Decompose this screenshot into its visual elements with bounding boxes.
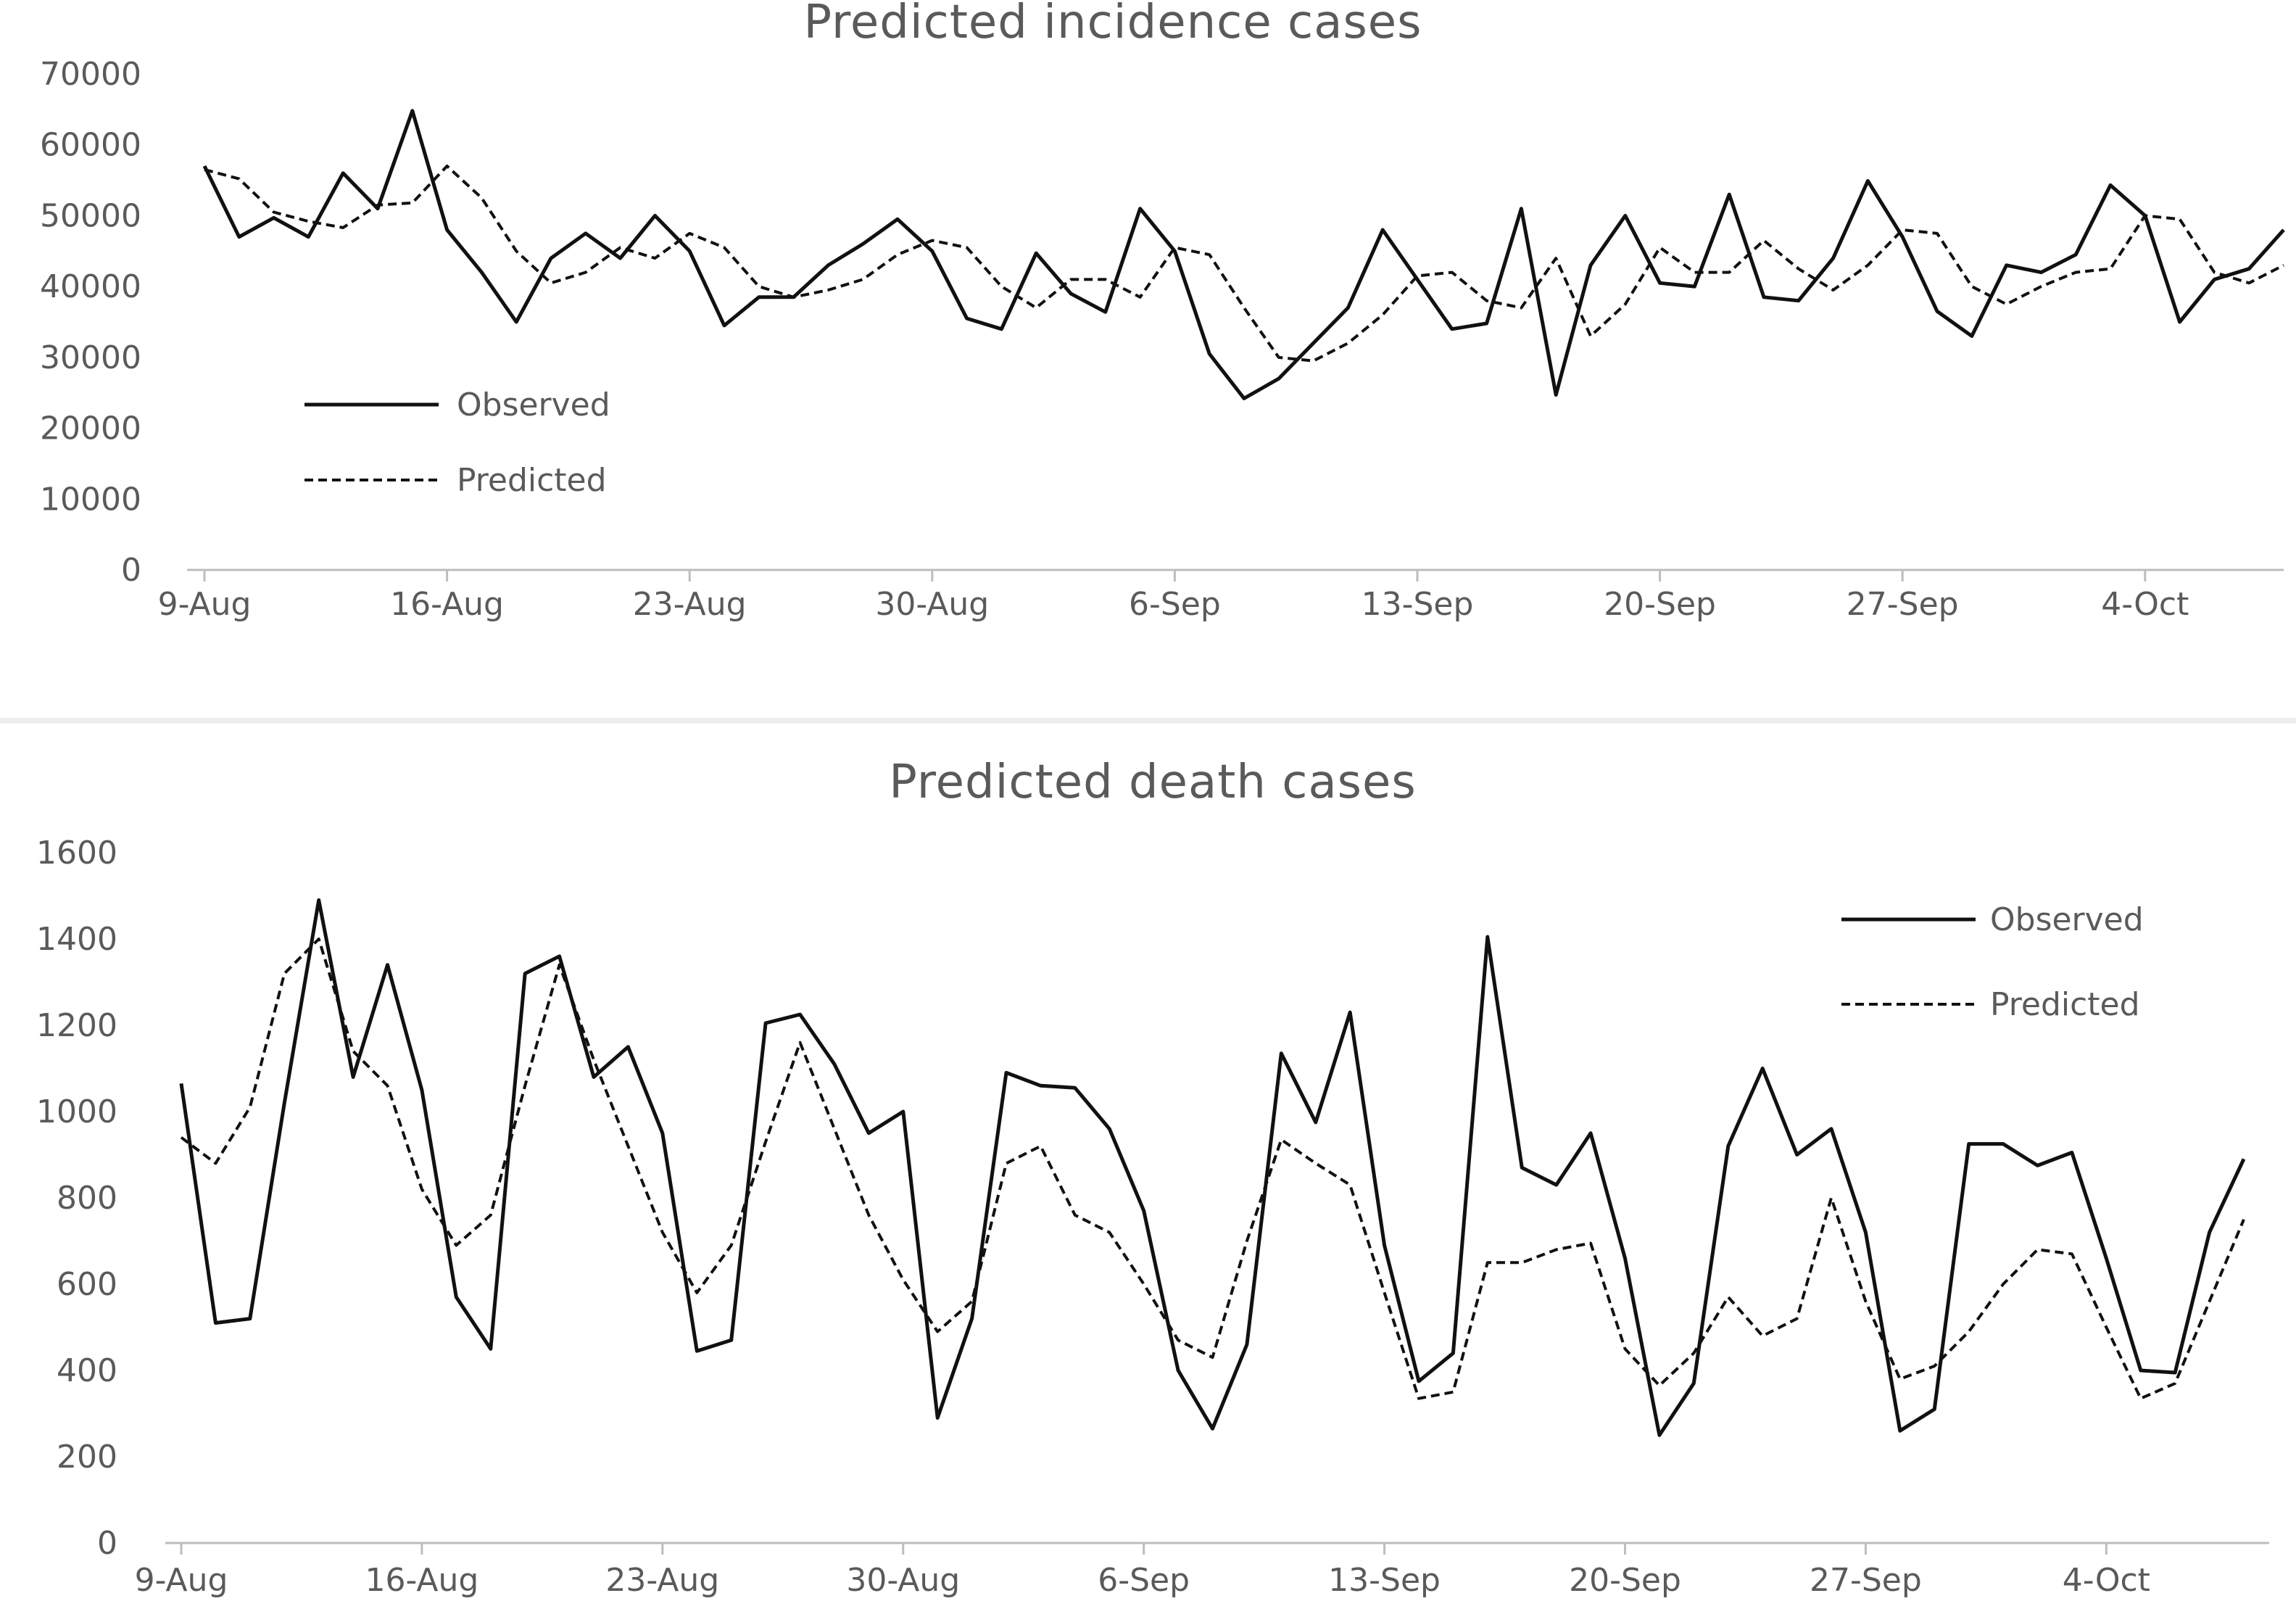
- legend: Observed Predicted: [304, 386, 610, 499]
- y-tick-label: 70000: [40, 56, 141, 93]
- x-tick-label: 13-Sep: [1362, 586, 1474, 623]
- death-chart: Predicted death cases 0 200 400 600 800 1000 1…: [36, 756, 2269, 1599]
- series-line-predicted: [204, 165, 2284, 363]
- y-tick-label: 1600: [36, 835, 117, 872]
- legend: Observed Predicted: [1841, 901, 2144, 1023]
- x-axis-ticks: 9-Aug 16-Aug 23-Aug 30-Aug 6-Sep 13-Sep 20-Sep…: [158, 570, 2189, 623]
- legend-predicted-label: Predicted: [1990, 986, 2140, 1023]
- x-tick-label: 30-Aug: [846, 1562, 960, 1599]
- legend-observed-label: Observed: [457, 386, 610, 423]
- y-axis-ticks: 0 200 400 600 800 1000 1200 1400 1600: [36, 835, 117, 1562]
- x-tick-label: 27-Sep: [1847, 586, 1959, 623]
- y-tick-label: 800: [57, 1180, 117, 1217]
- y-axis-ticks: 0 10000 20000 30000 40000 50000 60000 70000: [40, 56, 141, 589]
- y-tick-label: 200: [57, 1439, 117, 1476]
- series-line-observed: [179, 898, 2246, 1437]
- series-group: [202, 109, 2285, 400]
- y-tick-label: 1000: [36, 1093, 117, 1130]
- y-tick-label: 0: [121, 552, 141, 589]
- y-tick-label: 20000: [40, 410, 141, 447]
- y-tick-label: 10000: [40, 481, 141, 518]
- y-tick-label: 0: [97, 1525, 117, 1562]
- x-tick-label: 9-Aug: [135, 1562, 228, 1599]
- y-tick-label: 400: [57, 1352, 117, 1389]
- x-tick-label: 27-Sep: [1810, 1562, 1922, 1599]
- death-chart-panel: Predicted death cases 0 200 400 600 800 1000 1…: [0, 725, 2296, 1601]
- incidence-chart-panel: Predicted incidence cases 0 10000 20000 300…: [0, 0, 2296, 718]
- chart-title: Predicted incidence cases: [803, 0, 1422, 49]
- x-tick-label: 9-Aug: [158, 586, 252, 623]
- x-axis-ticks: 9-Aug 16-Aug 23-Aug 30-Aug 6-Sep 13-Sep 20-Sep…: [135, 1543, 2150, 1599]
- x-tick-label: 16-Aug: [390, 586, 504, 623]
- x-tick-label: 4-Oct: [2063, 1562, 2150, 1599]
- x-tick-label: 20-Sep: [1604, 586, 1716, 623]
- y-tick-label: 600: [57, 1266, 117, 1303]
- y-tick-label: 50000: [40, 197, 141, 234]
- legend-observed-label: Observed: [1990, 901, 2144, 938]
- x-tick-label: 6-Sep: [1098, 1562, 1190, 1599]
- series-group: [179, 898, 2246, 1437]
- y-tick-label: 1200: [36, 1007, 117, 1044]
- x-tick-label: 20-Sep: [1569, 1562, 1681, 1599]
- y-tick-label: 1400: [36, 921, 117, 958]
- x-tick-label: 16-Aug: [365, 1562, 479, 1599]
- chart-title: Predicted death cases: [889, 756, 1416, 809]
- x-tick-label: 4-Oct: [2101, 586, 2189, 623]
- series-line-observed: [202, 109, 2285, 400]
- y-tick-label: 40000: [40, 268, 141, 305]
- y-tick-label: 30000: [40, 339, 141, 376]
- legend-predicted-label: Predicted: [457, 462, 607, 499]
- panel-divider: [0, 718, 2296, 724]
- series-line-predicted: [180, 938, 2245, 1400]
- x-tick-label: 23-Aug: [605, 1562, 719, 1599]
- incidence-chart: Predicted incidence cases 0 10000 20000 300…: [40, 0, 2285, 623]
- x-tick-label: 23-Aug: [633, 586, 747, 623]
- y-tick-label: 60000: [40, 127, 141, 164]
- x-tick-label: 13-Sep: [1328, 1562, 1441, 1599]
- x-tick-label: 30-Aug: [875, 586, 989, 623]
- x-tick-label: 6-Sep: [1129, 586, 1221, 623]
